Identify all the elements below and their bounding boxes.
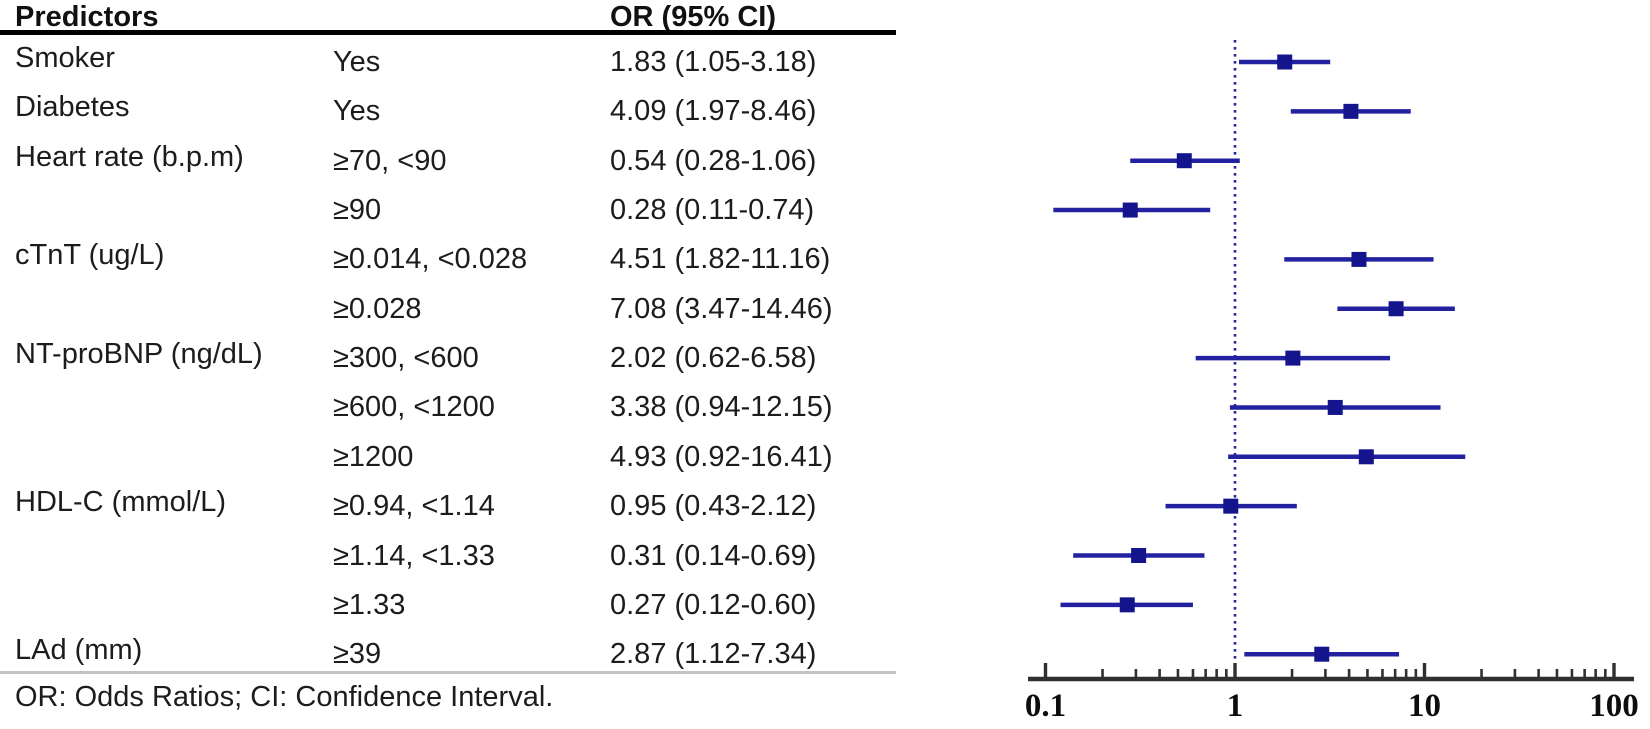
table-header-or-ci: OR (95% CI) (610, 1, 776, 33)
or-marker (1122, 202, 1138, 218)
category-cell: Yes (333, 46, 381, 78)
predictor-cell: Smoker (15, 42, 115, 74)
or-marker (1223, 498, 1239, 514)
category-cell: ≥300, <600 (333, 342, 479, 375)
or-marker (1351, 251, 1367, 267)
or-marker (1343, 103, 1359, 119)
footer-divider-line (0, 671, 896, 674)
or-ci-cell: 0.95 (0.43-2.12) (610, 490, 817, 523)
or-marker (1277, 54, 1293, 70)
category-cell: ≥600, <1200 (333, 391, 495, 424)
category-cell: ≥90 (333, 194, 382, 227)
category-cell: ≥0.94, <1.14 (333, 490, 495, 523)
category-cell: Yes (333, 95, 381, 128)
header-divider-line (0, 30, 896, 35)
or-ci-cell: 3.38 (0.94-12.15) (610, 391, 833, 424)
category-cell: ≥1.33 (333, 588, 406, 621)
predictor-cell: cTnT (ug/L) (15, 239, 165, 272)
predictor-cell: HDL-C (mmol/L) (15, 486, 227, 519)
footnote: OR: Odds Ratios; CI: Confidence Interval… (15, 681, 554, 713)
predictor-cell: LAd (mm) (15, 634, 143, 667)
category-cell: ≥1200 (333, 440, 414, 473)
or-ci-cell: 4.09 (1.97-8.46) (610, 95, 817, 128)
x-axis-tick-label: 10 (1408, 688, 1441, 724)
predictor-cell: NT-proBNP (ng/dL) (15, 338, 263, 371)
or-marker (1285, 350, 1301, 366)
or-ci-cell: 0.28 (0.11-0.74) (610, 194, 815, 227)
category-cell: ≥1.14, <1.33 (333, 539, 495, 572)
or-ci-cell: 4.93 (0.92-16.41) (610, 440, 833, 473)
or-marker (1119, 597, 1135, 613)
predictor-cell: Heart rate (b.p.m) (15, 140, 244, 173)
category-cell: ≥39 (333, 638, 382, 671)
or-marker (1327, 399, 1343, 415)
or-ci-cell: 2.87 (1.12-7.34) (610, 638, 817, 671)
table-header-predictors: Predictors (15, 1, 159, 33)
or-marker (1176, 153, 1192, 169)
or-ci-cell: 0.27 (0.12-0.60) (610, 588, 817, 621)
category-cell: ≥70, <90 (333, 144, 447, 177)
category-cell: ≥0.014, <0.028 (333, 243, 528, 276)
or-marker (1131, 548, 1147, 563)
or-ci-cell: 7.08 (3.47-14.46) (610, 292, 833, 325)
or-marker (1388, 301, 1404, 317)
category-cell: ≥0.028 (333, 292, 422, 325)
or-marker (1314, 646, 1330, 662)
predictor-cell: Diabetes (15, 91, 130, 124)
or-ci-cell: 0.54 (0.28-1.06) (610, 144, 817, 177)
or-marker (1358, 449, 1374, 465)
x-axis-tick-label: 100 (1589, 688, 1639, 724)
or-ci-cell: 4.51 (1.82-11.16) (610, 243, 831, 276)
x-axis-tick-label: 1 (1227, 688, 1244, 724)
or-ci-cell: 1.83 (1.05-3.18) (610, 46, 817, 78)
x-axis-tick-label: 0.1 (1025, 688, 1066, 724)
or-ci-cell: 0.31 (0.14-0.69) (610, 539, 817, 572)
or-ci-cell: 2.02 (0.62-6.58) (610, 342, 817, 375)
